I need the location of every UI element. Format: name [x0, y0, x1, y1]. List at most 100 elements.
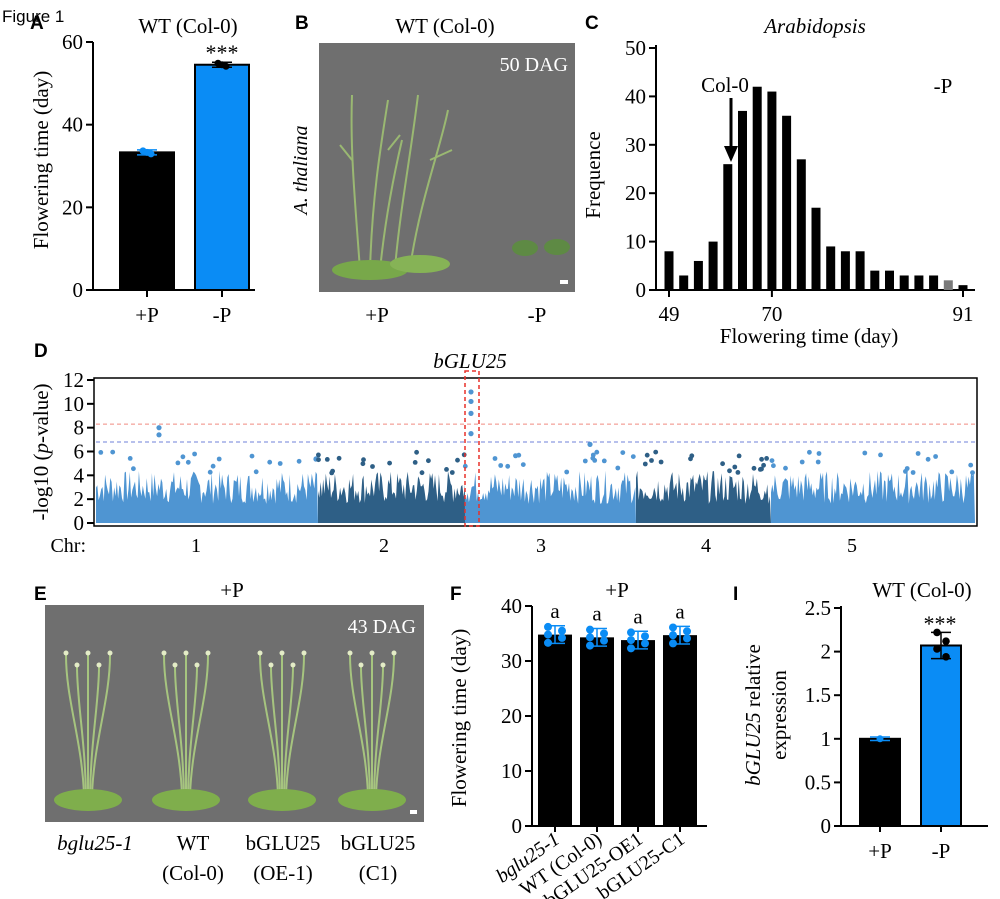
panel-d-chr5-outlier-12	[910, 470, 916, 475]
panel-c-ytick-label-0: 0	[636, 278, 647, 302]
panel-d-chr4-outlier-13	[732, 464, 738, 470]
panel-e: E +P 43 DAG bglu25-1 WT (Col-0) bGLU25 (OE-1…	[34, 578, 424, 885]
panel-d-top-hit-4	[468, 410, 474, 416]
panel-c-bar-18	[929, 275, 939, 290]
panel-d-chr3-outlier-11	[498, 463, 504, 468]
panel-d-chr4-outlier-15	[764, 456, 769, 461]
panel-d-chr4-outlier-7	[720, 461, 725, 467]
panel-d-chr2-outlier-14	[370, 464, 375, 469]
panel-a-bar-1-point-2	[222, 62, 230, 70]
panel-d-chr1-outlier-7	[180, 454, 186, 460]
panel-e-genotype-2-line-2: (OE-1)	[253, 861, 312, 885]
panel-e-plant-3-stem-4	[375, 654, 395, 796]
panel-e-plant-1-stem-1	[174, 666, 185, 796]
panel-c-bar-1	[679, 275, 689, 290]
panel-b-dag: 50 DAG	[500, 54, 568, 76]
panel-i-xlabel-0: +P	[868, 839, 892, 863]
panel-d-chr-label-1: 1	[191, 535, 201, 557]
panel-a-ytick-label-2: 40	[62, 113, 83, 137]
panel-d-chr1-outlier-16	[98, 450, 104, 455]
panel-c-bar-16	[899, 275, 909, 290]
panel-f-bar-2-point-3	[641, 632, 649, 641]
panel-c-bar-3	[708, 241, 718, 290]
panel-f-ytick-label-2: 20	[501, 704, 522, 728]
panel-e-genotype-2-line-1: bGLU25	[246, 831, 321, 855]
panel-a-ytick-label-3: 60	[62, 30, 83, 54]
panel-d-chr3-outlier-14	[513, 453, 518, 458]
panel-f-bar-2-point-4	[627, 628, 635, 637]
panel-d-chr3-outlier-7	[620, 450, 626, 455]
panel-d-top-hit-3	[468, 398, 474, 405]
panel-f-bar-1-point-1	[600, 636, 608, 645]
panel-e-photo	[45, 605, 424, 822]
panel-e-plant-0-rosette	[54, 789, 122, 811]
panel-e-plant-2-stem-1	[270, 666, 281, 796]
panel-d-chr2-outlier-13	[324, 457, 330, 462]
panel-d-chr-label: Chr:	[50, 535, 86, 557]
panel-a-xlabel-0: +P	[135, 303, 159, 327]
panel-c-ytick-label-5: 50	[625, 36, 646, 60]
panel-d-ytick-label-5: 10	[63, 392, 84, 416]
panel-d-chr1-outlier-4	[277, 461, 283, 466]
panel-d-chr4-outlier-10	[689, 453, 695, 459]
panel-f-letter-0: a	[550, 599, 560, 623]
panel-d-ytick-label-0: 0	[74, 511, 85, 535]
panel-f-bar-1-point-0	[586, 641, 594, 650]
panel-e-plant-0-flower-1	[74, 662, 80, 668]
panel-e-plant-1-stem-3	[187, 666, 198, 796]
panel-d-chr3-outlier-10	[630, 454, 636, 459]
panel-b-scale-bar	[560, 280, 568, 284]
panel-d-gene: bGLU25	[433, 349, 507, 373]
panel-e-plant-3-stem-3	[373, 666, 384, 796]
panel-d-chr1-points	[96, 470, 318, 523]
panel-c-bar-9	[796, 159, 806, 290]
panel-d-chr5-outlier-5	[769, 458, 775, 463]
panel-e-plant-2-rosette	[248, 789, 316, 811]
panel-a-ytick-label-1: 20	[62, 195, 83, 219]
panel-b-label-plus-p: +P	[365, 303, 389, 327]
panel-b-photo	[319, 43, 575, 292]
panel-i-letter: I	[733, 584, 738, 605]
panel-d-chr4-outlier-17	[735, 470, 741, 475]
panel-e-plant-1-rosette	[152, 789, 220, 811]
panel-d-ytick-label-4: 8	[74, 416, 85, 440]
panel-f-bar-3-point-0	[669, 639, 677, 648]
panel-f-ylabel: Flowering time (day)	[447, 629, 471, 807]
panel-c-condition: -P	[934, 74, 953, 98]
panel-d-ytick-label-3: 6	[74, 440, 85, 464]
panel-e-plant-3-flower-3	[380, 662, 386, 668]
panel-e-plant-3-stem-1	[360, 666, 371, 796]
panel-d-ytick-label-1: 2	[74, 487, 85, 511]
panel-c-bar-15	[885, 270, 894, 290]
panel-d-chr1-outlier-17	[207, 469, 213, 475]
panel-c-bar-12	[840, 251, 850, 290]
panel-e-scale-bar	[410, 810, 417, 814]
panel-d-letter: D	[34, 341, 48, 362]
panel-d-highlight-box	[464, 370, 480, 527]
panel-i-bar-1-point-2	[933, 645, 941, 653]
panel-e-plant-0-stem-4	[91, 654, 111, 796]
panel-e-plant-3-flower-4	[391, 650, 397, 656]
rosette-plus-p-2	[390, 255, 450, 273]
panel-d-chr3-points	[465, 470, 636, 523]
panel-d-chr3-outlier-5	[520, 462, 526, 467]
panel-d-chr2-outlier-0	[412, 460, 418, 465]
panel-d-top-hit-0	[156, 425, 162, 431]
panel-d-chr2-outlier-3	[316, 457, 321, 463]
panel-e-plant-1-flower-1	[172, 662, 178, 668]
panel-i-ytick-label-3: 1.5	[805, 683, 831, 707]
panel-d-chr2-outlier-6	[414, 449, 419, 455]
panel-a-title: WT (Col-0)	[138, 14, 237, 38]
panel-c-bar-14	[870, 270, 880, 290]
panel-d-chr3-outlier-8	[462, 463, 468, 469]
panel-c-xlabel: Flowering time (day)	[720, 324, 898, 348]
panel-c-ytick-label-4: 40	[625, 84, 646, 108]
panel-d-chr5-points	[771, 470, 975, 523]
panel-e-plant-2-flower-1	[268, 662, 274, 668]
panel-d-top-hit-1	[156, 432, 162, 438]
panel-c-bar-6	[752, 86, 762, 290]
panel-c-bar-20	[958, 285, 968, 290]
panel-i-bar-1-point-3	[942, 653, 950, 661]
panel-d-chr5-outlier-15	[968, 462, 974, 468]
